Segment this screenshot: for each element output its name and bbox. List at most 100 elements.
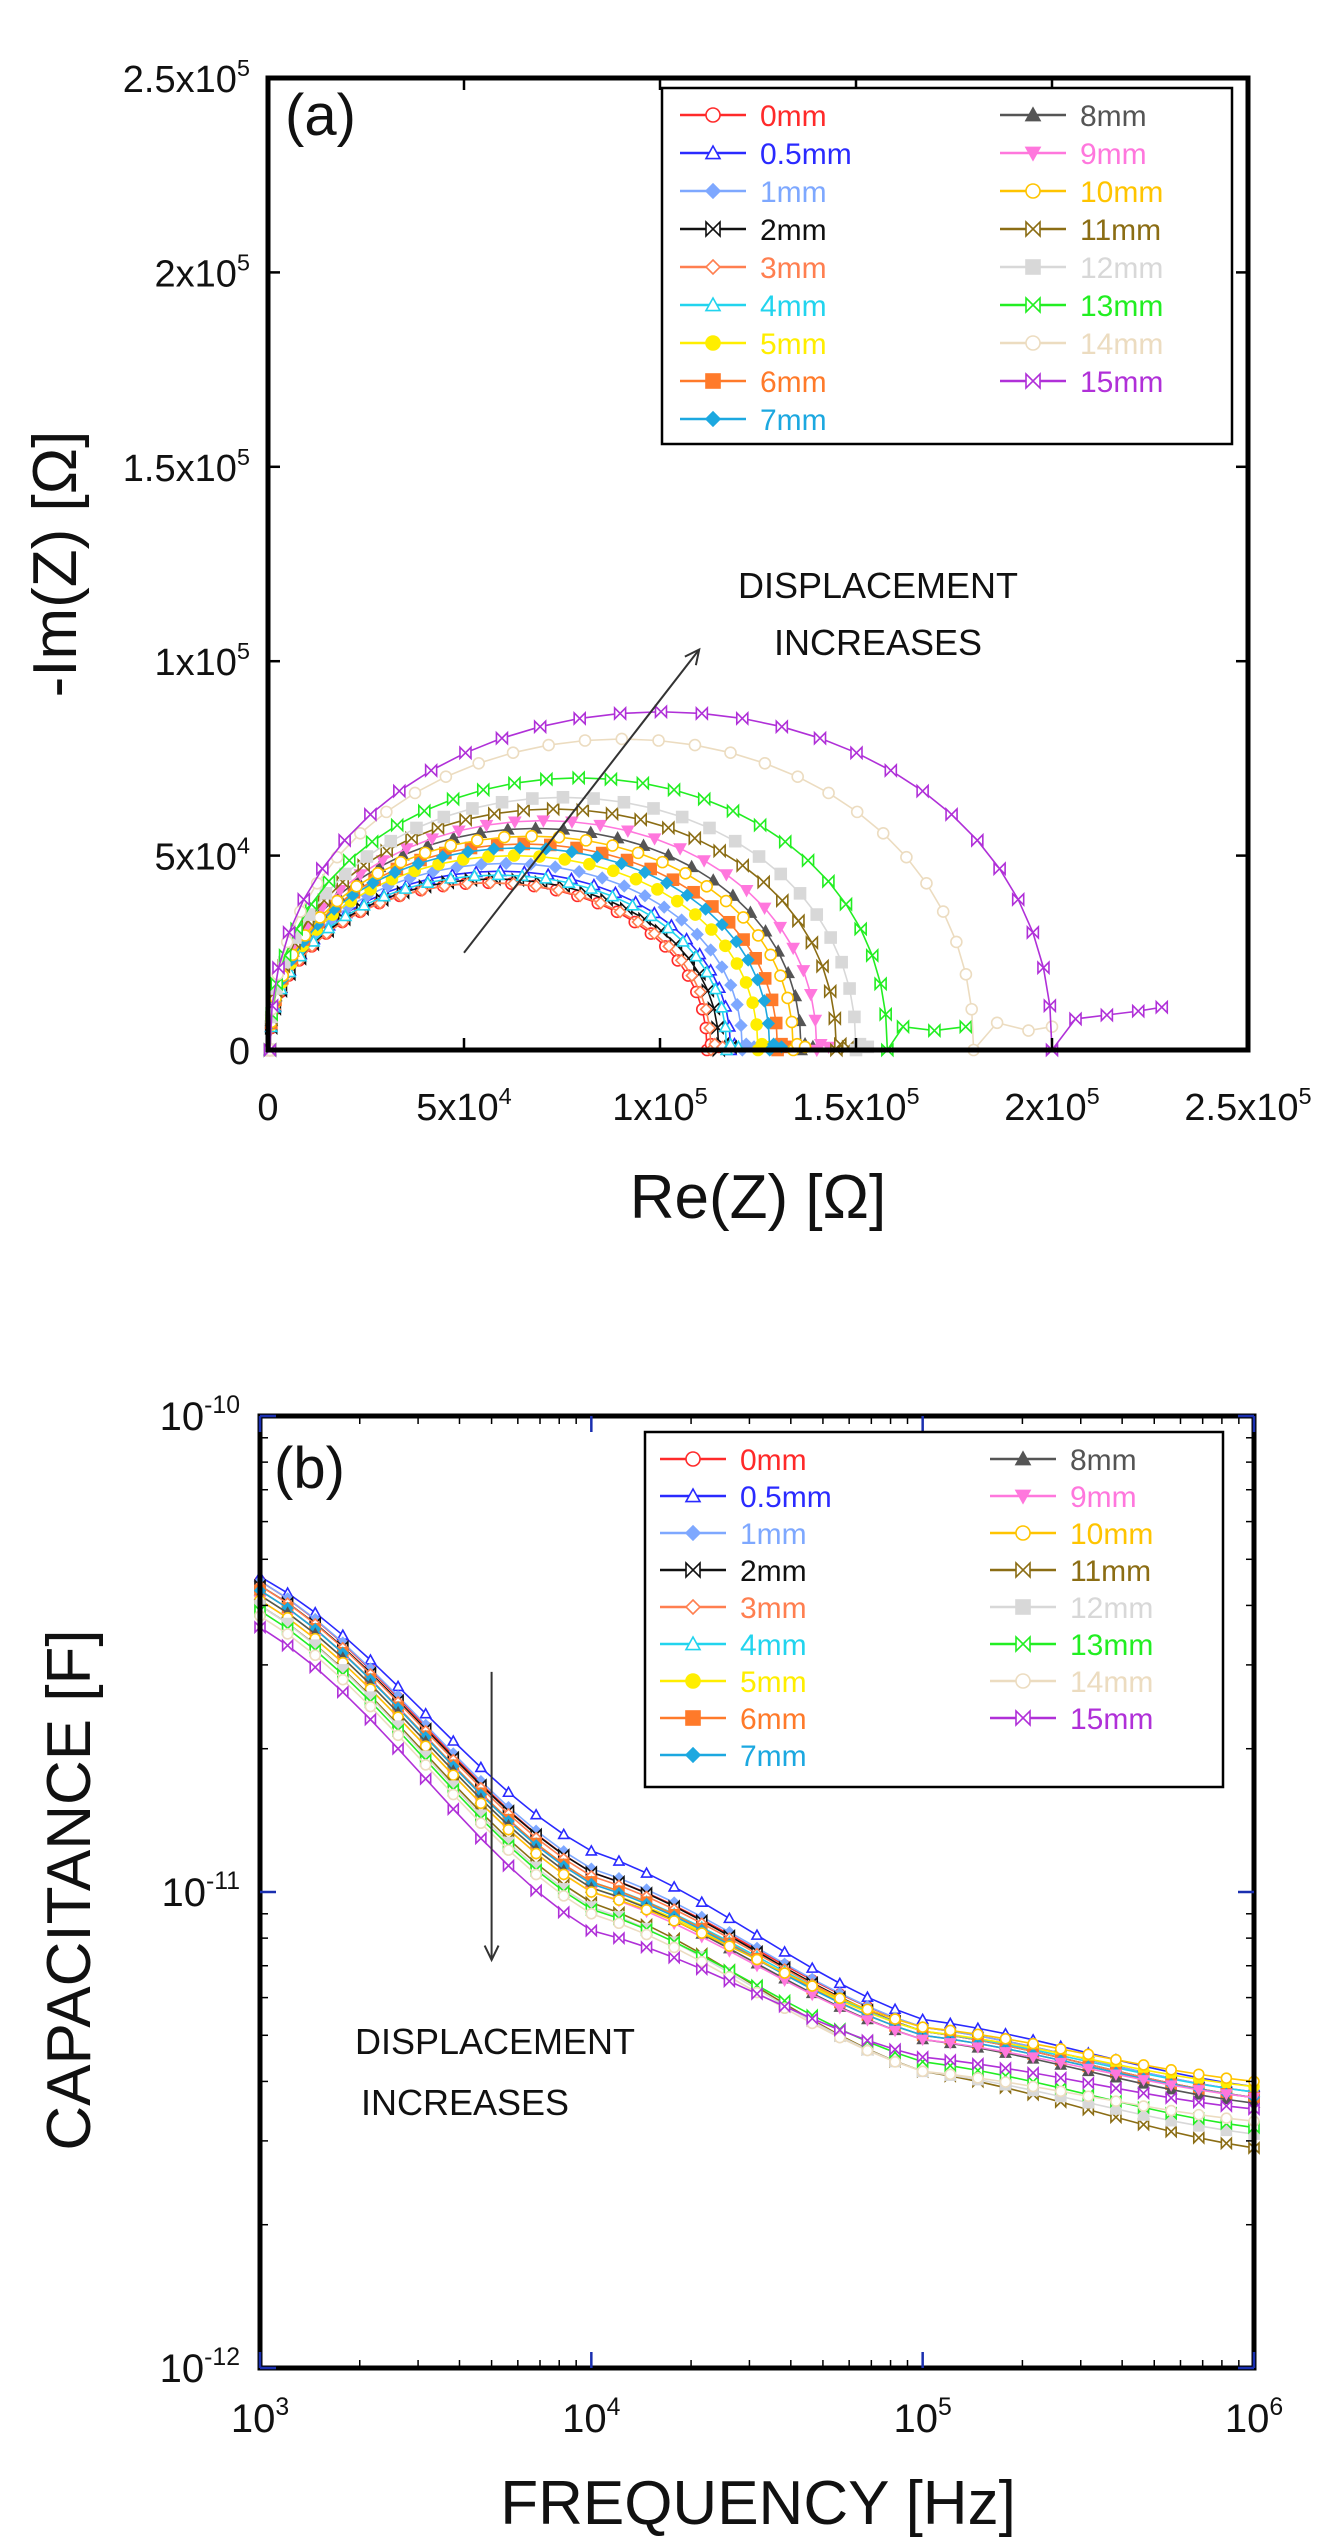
legend-item-3mm: 3mm — [680, 252, 827, 285]
data-point — [393, 783, 406, 799]
data-point — [667, 1880, 681, 1892]
data-point — [861, 1990, 874, 2002]
data-point — [751, 1953, 763, 1966]
data-point — [824, 931, 837, 944]
data-point — [695, 705, 709, 721]
data-point — [499, 856, 513, 871]
data-point — [437, 810, 451, 824]
data-point — [833, 1976, 847, 1989]
tick-label-exponent: 6 — [1269, 2394, 1283, 2421]
data-point — [466, 802, 479, 815]
legend-marker — [1024, 106, 1042, 122]
data-point — [1054, 2070, 1067, 2085]
tick-label-exponent: 4 — [499, 1083, 512, 1109]
data-point — [916, 2034, 930, 2047]
data-point — [959, 1019, 973, 1035]
data-point — [446, 791, 460, 807]
data-point — [703, 1021, 717, 1035]
legend-item-0.5mm: 0.5mm — [680, 138, 852, 171]
data-point — [1027, 2065, 1039, 2080]
legend-item-4mm: 4mm — [660, 1629, 807, 1662]
y-tick-label: 10-12 — [160, 2344, 240, 2391]
data-point — [944, 2053, 957, 2068]
legend-marker — [1025, 296, 1041, 314]
arrow-head — [684, 647, 701, 666]
data-point — [668, 1915, 680, 1927]
legend-item-0.5mm: 0.5mm — [660, 1481, 832, 1514]
data-point — [792, 913, 805, 929]
data-point — [660, 876, 674, 890]
data-point — [688, 738, 702, 752]
data-point — [1027, 2037, 1039, 2050]
data-point — [538, 871, 553, 884]
data-point — [972, 2072, 984, 2084]
tick-label-exponent: 5 — [695, 1083, 708, 1109]
data-point — [638, 865, 652, 880]
data-point — [392, 1729, 404, 1742]
legend-marker — [684, 1635, 702, 1651]
data-point — [640, 1866, 653, 1878]
data-point — [640, 1940, 653, 1955]
data-point — [392, 1741, 404, 1756]
data-point — [735, 710, 749, 726]
legend-label: 8mm — [1070, 1444, 1137, 1477]
legend-label: 10mm — [1070, 1518, 1153, 1551]
data-point — [861, 2033, 874, 2048]
data-point — [322, 873, 336, 889]
legend-item-8mm: 8mm — [1000, 100, 1147, 133]
data-point — [529, 1808, 543, 1820]
data-point — [424, 763, 438, 778]
legend-label: 0.5mm — [740, 1481, 832, 1514]
data-point — [614, 856, 629, 871]
data-point — [1054, 2085, 1067, 2098]
data-point — [309, 1649, 322, 1662]
data-point — [916, 2050, 929, 2065]
data-point — [943, 2038, 957, 2050]
data-point — [364, 1712, 377, 1727]
data-point — [584, 881, 599, 894]
data-point — [661, 920, 675, 934]
data-point — [502, 1785, 515, 1798]
data-point — [1155, 999, 1169, 1015]
y-tick-label: 10-11 — [162, 1868, 241, 1915]
legend-item-6mm: 6mm — [660, 1703, 807, 1736]
data-point — [487, 806, 501, 822]
data-point — [700, 879, 714, 893]
data-point — [736, 858, 749, 873]
tick-label-exponent: -12 — [204, 2344, 240, 2371]
plot-area-a — [263, 704, 1169, 1058]
data-point — [778, 1945, 791, 1957]
data-point — [615, 732, 629, 746]
data-point — [605, 889, 620, 902]
tick-label-exponent: 5 — [906, 1083, 919, 1109]
legend-label: 13mm — [1070, 1629, 1153, 1662]
data-point — [729, 935, 743, 949]
data-point — [556, 790, 570, 804]
data-point — [699, 1002, 713, 1016]
data-point — [410, 821, 423, 835]
data-point — [719, 939, 732, 953]
data-point — [354, 827, 367, 840]
legend-item-0mm: 0mm — [680, 100, 827, 133]
data-point — [741, 953, 755, 967]
data-point — [594, 896, 608, 910]
x-tick-label: 1x105 — [612, 1083, 708, 1129]
data-point — [439, 770, 453, 784]
data-point — [999, 2076, 1012, 2088]
data-point — [657, 900, 671, 914]
plot-frame-a — [265, 75, 1251, 1053]
legend-marker — [704, 144, 722, 160]
data-point — [999, 2032, 1012, 2045]
data-point — [662, 820, 675, 836]
legend-item-1mm: 1mm — [680, 176, 827, 209]
panel-a: 0 5x104 1x105 1.5x105 2x105 2.5x10505x1041x10… — [21, 55, 1312, 1232]
legend-label: 0mm — [740, 1444, 807, 1477]
legend-label: 11mm — [1080, 214, 1161, 247]
data-point — [757, 994, 771, 1008]
data-point — [579, 834, 593, 847]
y-axis-title: -Im(Z) [Ω] — [21, 431, 90, 698]
series-line — [269, 808, 849, 1053]
data-point — [513, 841, 527, 855]
legend-label: 6mm — [740, 1703, 807, 1736]
